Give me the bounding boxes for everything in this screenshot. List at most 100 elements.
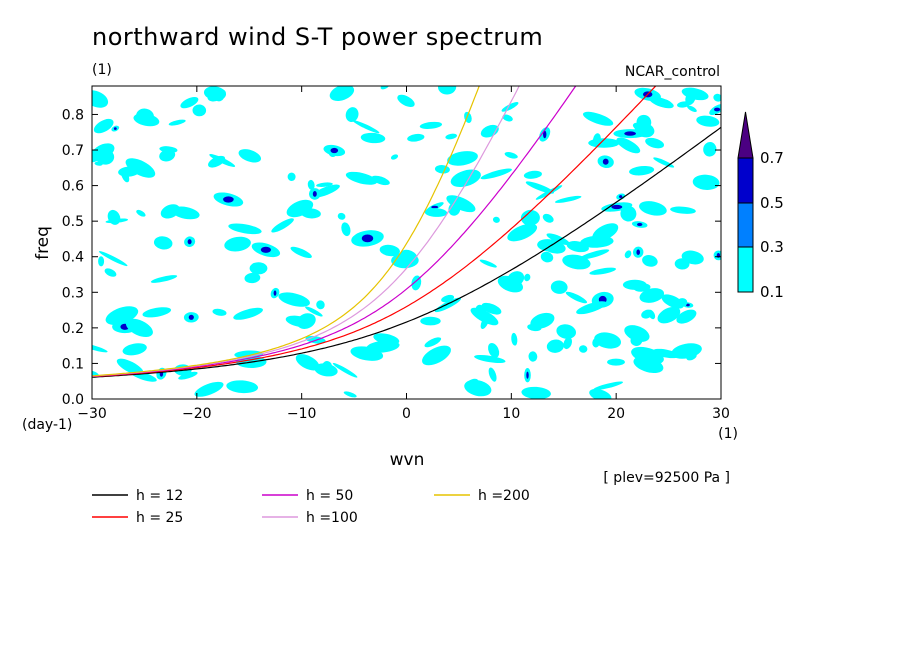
contour-region-high [636,249,640,255]
x-tick-label: 30 [712,406,730,422]
contour-region [677,298,688,307]
contour-region [249,262,268,275]
contour-region [676,309,697,324]
contour-region [192,104,207,117]
contour-region [98,251,128,267]
contour-region [159,149,176,162]
contour-region [226,380,259,394]
spectrum-contour-fill [92,86,721,399]
contour-region [295,354,320,371]
contour-region [180,96,199,109]
x-tick-label: 20 [607,406,625,422]
contour-region [475,304,487,319]
contour-region [520,209,540,226]
contour-region [692,174,720,190]
contour-region [438,86,457,95]
contour-region [554,195,582,203]
colorbar: 0.1 0.3 0.5 0.7 [737,111,784,301]
contour-region [445,133,458,140]
contour-region [488,342,500,358]
contour-region [371,175,390,186]
contour-region [278,292,310,307]
contour-region [125,158,156,178]
contour-region [481,302,502,315]
contour-region [480,168,512,180]
contour-region [194,381,224,397]
y-axis-label: freq [33,226,53,260]
contour-region-high [714,107,721,112]
contour-region [645,137,665,149]
contour-region [507,223,538,242]
dispersion-curve [92,86,480,377]
contour-region [105,306,139,325]
contour-region [332,362,358,378]
contour-region [546,233,570,246]
contour-region [345,107,359,123]
contour-region [446,195,476,213]
legend-label: h = 12 [136,488,183,504]
contour-region [419,121,443,129]
contour-region-high [187,239,192,245]
contour-region [546,339,564,353]
contour-region [582,111,614,126]
contour-region [579,249,610,260]
contour-region [580,235,614,248]
units-label: (1) [92,62,112,78]
contour-region [670,206,696,214]
contour-region [524,273,531,282]
contour-region [713,93,721,102]
contour-region [271,218,294,233]
contour-region [168,119,186,126]
y-tick-label: 0.6 [62,179,84,195]
contour-region [634,122,655,138]
contour-region-high [260,246,271,253]
colorbar-level-label: 0.7 [760,149,784,167]
contour-region-high [361,234,374,243]
contour-region [92,143,115,160]
contour-region-high [543,130,547,139]
contour-region-high [624,131,636,136]
contour-region [104,268,117,277]
contour-region [448,202,461,216]
contour-region [307,179,315,190]
contour-region [593,381,624,391]
colorbar-segment [737,246,754,293]
contour-region [488,367,497,382]
contour-region [671,343,702,359]
contour-region [502,114,513,122]
contour-region [98,256,105,267]
contour-region [233,307,263,320]
contour-region [244,272,261,284]
contour-region [212,308,227,316]
contour-region [639,288,665,303]
colorbar-level-label: 0.5 [760,194,784,212]
contour-region [492,216,500,223]
y-tick-label: 0.4 [62,250,84,266]
colorbar-level-label: 0.1 [760,283,784,301]
colorbar-arrow [737,111,754,159]
contour-region [633,283,651,292]
contour-region-high [602,158,609,165]
contour-region [629,165,655,176]
contour-region [224,236,251,252]
contour-region [422,345,451,366]
contour-region [528,351,538,362]
contour-region-high [431,205,439,209]
contour-region [696,115,720,127]
x-axis-label: wvn [390,450,425,470]
contour-region [125,318,153,338]
contour-region [407,133,425,142]
contour-region [390,154,399,160]
contour-region [450,169,481,188]
contour-region [479,259,497,268]
contour-region [703,142,717,157]
contour-region [624,325,650,342]
contour-region [607,358,625,366]
contour-region [686,105,697,112]
run-label: NCAR_control [625,64,720,80]
contour-region [178,371,198,380]
contour-region [337,212,346,220]
contour-region [685,91,696,106]
contour-region [341,222,351,237]
